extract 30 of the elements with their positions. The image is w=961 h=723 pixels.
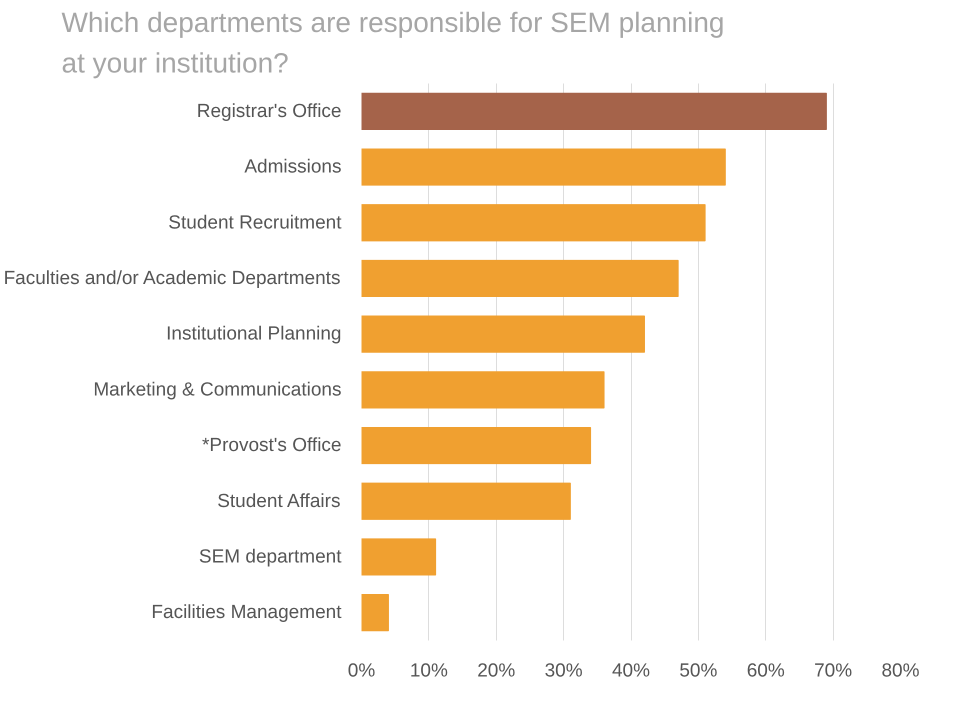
x-tick-label: 20% — [477, 660, 516, 682]
y-tick-label: Admissions — [244, 156, 342, 178]
x-tick-label: 50% — [679, 660, 718, 682]
y-tick-label: Facilities Management — [151, 602, 342, 624]
x-tick-label: 60% — [746, 660, 785, 682]
y-tick-label: Registrar's Office — [196, 100, 342, 122]
y-tick-label: Faculties and/or Academic Departments — [4, 268, 340, 289]
y-tick-label: Student Affairs — [217, 490, 340, 512]
bar — [362, 148, 726, 186]
chart-title: Which departments are responsible for SEM planning at your institution? — [62, 7, 725, 78]
bar — [362, 426, 592, 464]
bar — [362, 316, 645, 353]
y-tick-label: Institutional Planning — [166, 324, 342, 345]
x-tick-label: 0% — [348, 660, 376, 682]
bar — [362, 92, 827, 130]
x-tick-label: 70% — [814, 660, 852, 682]
bar — [362, 260, 679, 298]
x-tick-label: 30% — [544, 660, 583, 682]
x-tick-label: 40% — [612, 660, 650, 682]
x-tick-label: 10% — [410, 660, 448, 682]
y-tick-label: *Provost's Office — [202, 435, 342, 456]
y-tick-label: SEM department — [198, 546, 342, 568]
bar — [362, 371, 605, 408]
bar — [362, 482, 571, 520]
bar — [362, 538, 436, 576]
y-tick-label: Marketing & Communications — [93, 379, 342, 400]
bar — [362, 594, 389, 632]
x-tick-label: 80% — [881, 660, 920, 682]
y-tick-label: Student Recruitment — [168, 212, 342, 234]
bar — [362, 204, 706, 242]
